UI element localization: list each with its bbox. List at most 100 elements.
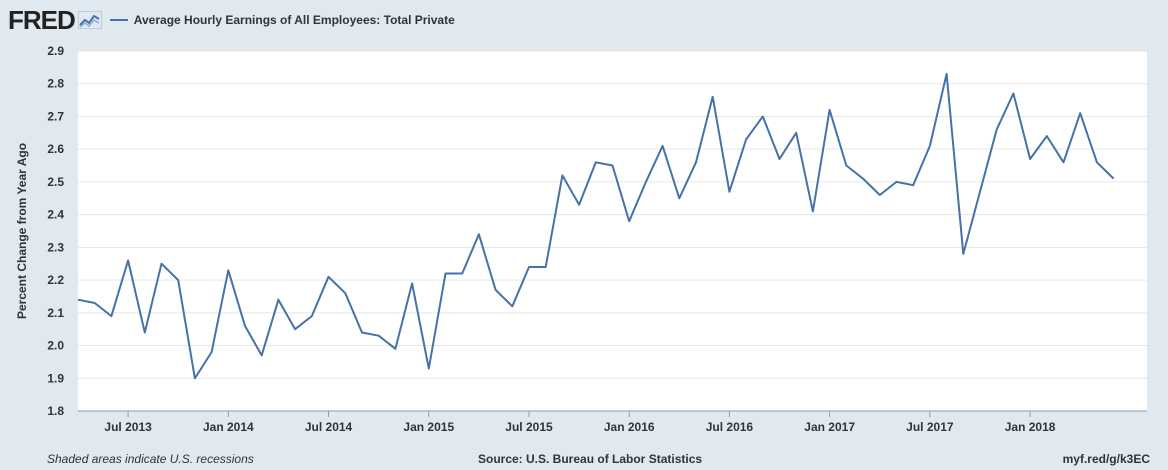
data-point[interactable] <box>861 177 865 181</box>
data-point[interactable] <box>160 262 164 266</box>
source-note: Source: U.S. Bureau of Labor Statistics <box>478 452 703 466</box>
data-point[interactable] <box>878 193 882 197</box>
data-point[interactable] <box>93 301 97 305</box>
y-tick-label: 2.5 <box>47 175 64 189</box>
data-point[interactable] <box>677 196 681 200</box>
data-point[interactable] <box>1028 157 1032 161</box>
data-point[interactable] <box>560 173 564 177</box>
x-tick-label: Jan 2014 <box>203 420 254 434</box>
data-point[interactable] <box>744 137 748 141</box>
grid-lines <box>78 50 1147 412</box>
data-point[interactable] <box>844 164 848 168</box>
data-point[interactable] <box>895 180 899 184</box>
data-point[interactable] <box>193 376 197 380</box>
y-tick-label: 2.2 <box>47 273 64 287</box>
data-point[interactable] <box>527 265 531 269</box>
chart-header: FRED Average Hourly Earnings of All Empl… <box>8 5 455 36</box>
data-point[interactable] <box>577 203 581 207</box>
y-axis-ticks: 1.8 1.9 2.0 2.1 2.2 2.3 2.4 2.5 2.6 2.7 2.8 2.9 <box>47 44 64 418</box>
data-point[interactable] <box>360 331 364 335</box>
data-point[interactable] <box>1062 160 1066 164</box>
y-tick-label: 2.7 <box>47 109 64 123</box>
fred-logo-text: FRED <box>8 4 76 35</box>
data-point[interactable] <box>176 278 180 282</box>
x-tick-label: Jul 2014 <box>305 420 353 434</box>
data-point[interactable] <box>143 331 147 335</box>
data-point[interactable] <box>410 281 414 285</box>
recession-note: Shaded areas indicate U.S. recessions <box>47 452 254 466</box>
legend: Average Hourly Earnings of All Employees… <box>109 13 455 27</box>
y-tick-label: 2.1 <box>47 306 64 320</box>
y-axis-label: Percent Change from Year Ago <box>15 143 29 319</box>
data-point[interactable] <box>210 350 214 354</box>
data-point[interactable] <box>794 131 798 135</box>
data-point[interactable] <box>327 275 331 279</box>
x-axis-ticks: Jul 2013 Jan 2014 Jul 2014 Jan 2015 Jul 2015… <box>78 410 1147 434</box>
data-point[interactable] <box>694 160 698 164</box>
y-tick-label: 2.3 <box>47 240 64 254</box>
legend-label: Average Hourly Earnings of All Employees… <box>133 13 455 27</box>
data-point[interactable] <box>1011 92 1015 96</box>
data-point[interactable] <box>126 259 130 263</box>
data-point[interactable] <box>76 298 80 302</box>
fred-logo[interactable]: FRED <box>8 5 102 36</box>
y-tick-label: 1.9 <box>47 371 64 385</box>
data-point[interactable] <box>811 209 815 213</box>
data-point[interactable] <box>544 265 548 269</box>
data-point[interactable] <box>661 144 665 148</box>
data-point[interactable] <box>1112 177 1116 181</box>
data-point[interactable] <box>460 272 464 276</box>
data-point[interactable] <box>978 190 982 194</box>
data-point[interactable] <box>109 314 113 318</box>
data-point[interactable] <box>510 304 514 308</box>
data-point[interactable] <box>727 190 731 194</box>
data-point[interactable] <box>911 183 915 187</box>
data-point[interactable] <box>611 164 615 168</box>
x-tick-label: Jan 2015 <box>403 420 454 434</box>
data-point[interactable] <box>444 272 448 276</box>
y-tick-label: 2.4 <box>47 208 64 222</box>
y-tick-label: 2.9 <box>47 44 64 58</box>
data-point[interactable] <box>377 334 381 338</box>
data-point[interactable] <box>477 232 481 236</box>
x-tick-label: Jan 2018 <box>1005 420 1056 434</box>
x-tick-label: Jan 2017 <box>804 420 855 434</box>
data-point[interactable] <box>427 367 431 371</box>
plot-area <box>78 51 1147 411</box>
data-point[interactable] <box>243 324 247 328</box>
y-tick-label: 2.6 <box>47 142 64 156</box>
y-tick-label: 2.8 <box>47 77 64 91</box>
fred-logo-sparkline-icon <box>77 11 102 29</box>
data-point[interactable] <box>276 298 280 302</box>
data-point[interactable] <box>627 219 631 223</box>
short-link[interactable]: myf.red/g/k3EC <box>1062 452 1150 466</box>
data-point[interactable] <box>343 291 347 295</box>
series-group <box>76 72 1116 380</box>
data-point[interactable] <box>961 252 965 256</box>
x-tick-label: Jan 2016 <box>604 420 655 434</box>
data-point[interactable] <box>260 353 264 357</box>
data-point[interactable] <box>828 108 832 112</box>
x-tick-label: Jul 2017 <box>906 420 954 434</box>
x-tick-label: Jul 2015 <box>505 420 553 434</box>
data-point[interactable] <box>644 180 648 184</box>
data-point[interactable] <box>778 157 782 161</box>
data-point[interactable] <box>226 268 230 272</box>
data-point[interactable] <box>711 95 715 99</box>
data-point[interactable] <box>293 327 297 331</box>
series-line[interactable] <box>77 72 1115 380</box>
x-tick-label: Jul 2016 <box>706 420 754 434</box>
data-point[interactable] <box>761 115 765 119</box>
data-point[interactable] <box>1078 111 1082 115</box>
data-point[interactable] <box>928 144 932 148</box>
data-point[interactable] <box>310 314 314 318</box>
data-point[interactable] <box>393 347 397 351</box>
data-point[interactable] <box>494 288 498 292</box>
data-point[interactable] <box>1045 134 1049 138</box>
data-point[interactable] <box>594 160 598 164</box>
y-tick-label: 2.0 <box>47 339 64 353</box>
data-point[interactable] <box>945 72 949 76</box>
data-point[interactable] <box>995 128 999 132</box>
data-point[interactable] <box>1095 160 1099 164</box>
